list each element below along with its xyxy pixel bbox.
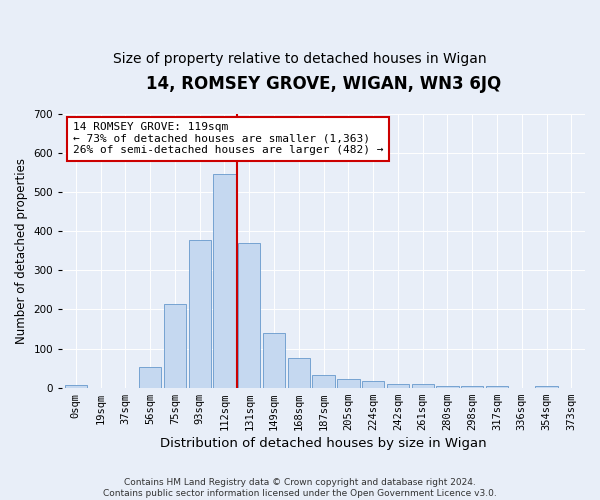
Bar: [164, 304, 186, 388]
Bar: [362, 380, 385, 388]
Bar: [287, 358, 310, 388]
Bar: [214, 174, 236, 388]
Bar: [65, 385, 87, 388]
Bar: [486, 386, 508, 388]
Title: 14, ROMSEY GROVE, WIGAN, WN3 6JQ: 14, ROMSEY GROVE, WIGAN, WN3 6JQ: [146, 75, 501, 93]
Text: 14 ROMSEY GROVE: 119sqm
← 73% of detached houses are smaller (1,363)
26% of semi: 14 ROMSEY GROVE: 119sqm ← 73% of detache…: [73, 122, 383, 156]
Y-axis label: Number of detached properties: Number of detached properties: [15, 158, 28, 344]
Bar: [535, 386, 558, 388]
Bar: [461, 386, 484, 388]
Bar: [188, 240, 211, 388]
Bar: [337, 379, 359, 388]
Text: Size of property relative to detached houses in Wigan: Size of property relative to detached ho…: [113, 52, 487, 66]
Bar: [313, 375, 335, 388]
Bar: [387, 384, 409, 388]
X-axis label: Distribution of detached houses by size in Wigan: Distribution of detached houses by size …: [160, 437, 487, 450]
Bar: [436, 386, 458, 388]
Bar: [238, 243, 260, 388]
Bar: [412, 384, 434, 388]
Text: Contains HM Land Registry data © Crown copyright and database right 2024.
Contai: Contains HM Land Registry data © Crown c…: [103, 478, 497, 498]
Bar: [139, 368, 161, 388]
Bar: [263, 333, 285, 388]
